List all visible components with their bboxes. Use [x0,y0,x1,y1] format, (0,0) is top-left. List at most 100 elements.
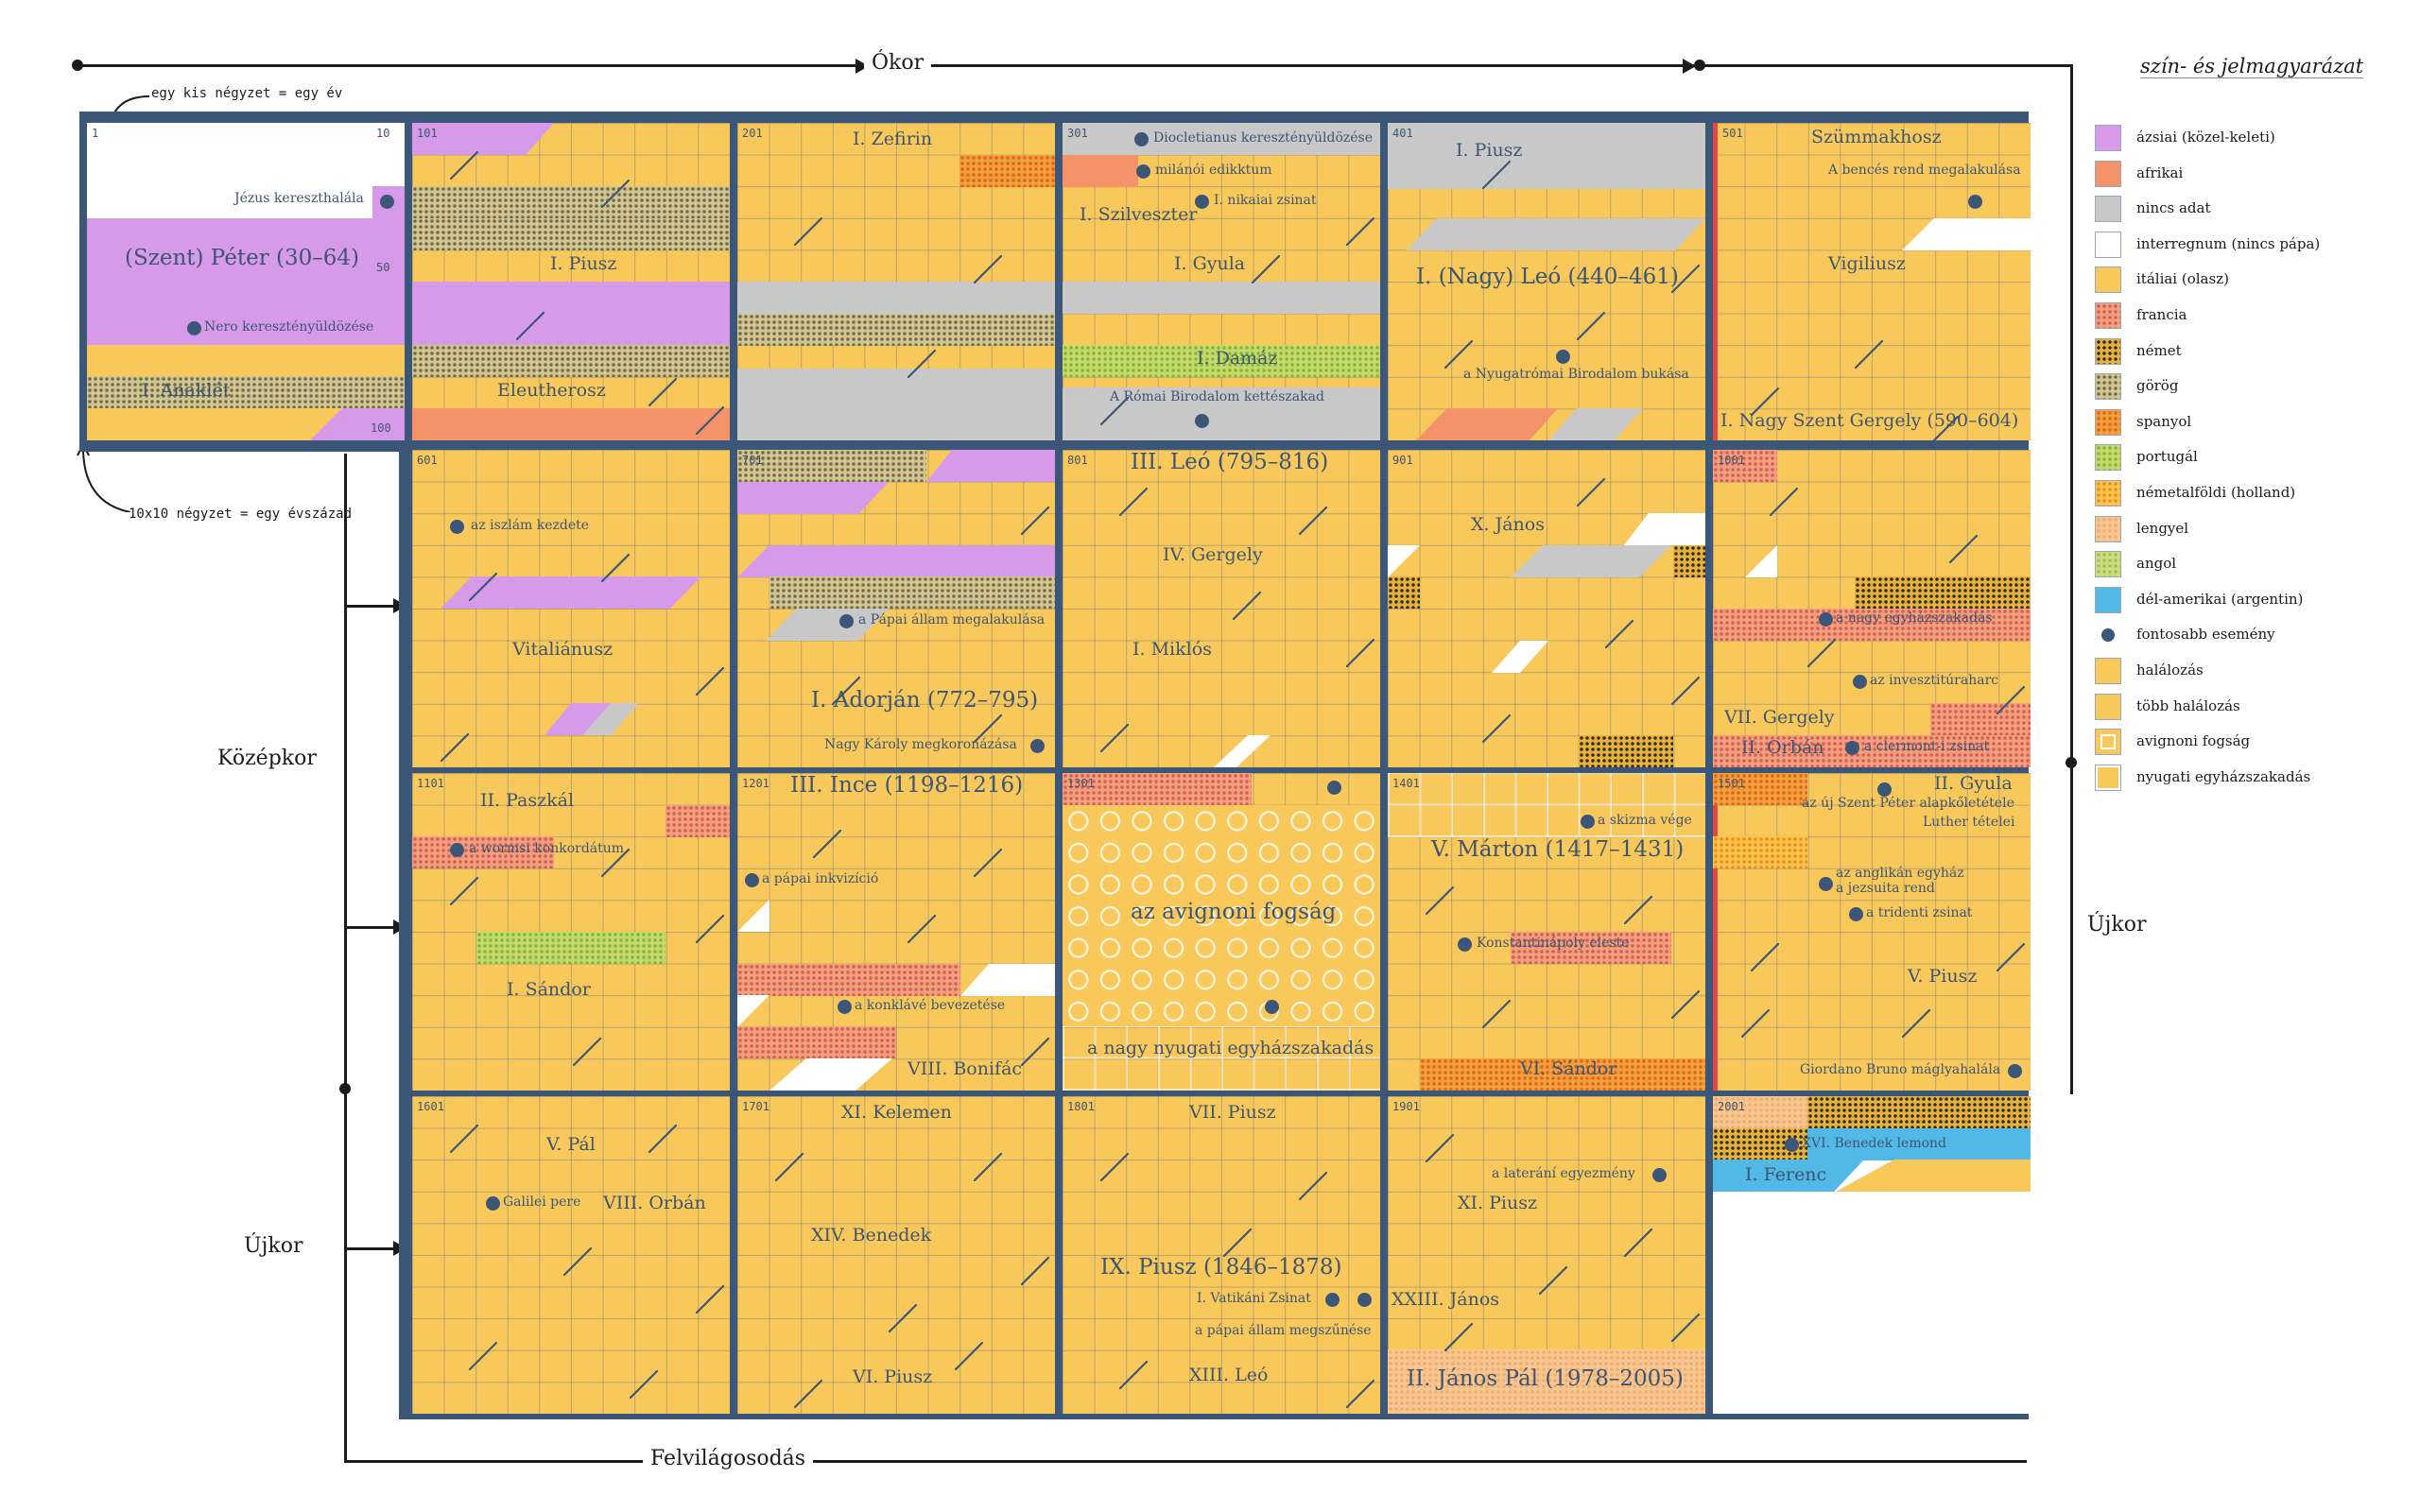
legend-label: ázsiai (közel-keleti) [2136,129,2275,146]
century-5: 401 I. Piusz I. (Nagy) Leó (440–461) a N… [1388,123,1705,440]
pope-janos-23: XXIII. János [1392,1289,1500,1310]
century-number: 1301 [1067,777,1095,790]
pope-pius-9: IX. Piusz (1846–1878) [1100,1255,1342,1280]
pope-vigilius: Vigiliusz [1828,253,1906,274]
century-15: 1401 a skizma vége V. Márton (1417–1431)… [1388,773,1705,1091]
century-12: 1101 II. Paszkál a wormsi konkordátum I.… [412,773,730,1091]
event-vatikani: I. Vatikáni Zsinat [1197,1291,1311,1306]
legend-label: lengyel [2136,519,2189,537]
band-french-2 [1713,609,2031,641]
era-ujkor-right: Újkor [2080,913,2154,936]
event-karoly-dot [1030,739,1045,753]
legend-label: halálozás [2136,662,2204,679]
event-papai: a Pápai állam megalakulása [858,612,1046,627]
era-ujkor-left: Újkor [236,1234,311,1258]
band-english [476,932,666,964]
pope-pius-1: I. Piusz [550,253,617,274]
event-szentpeter-dot [1877,782,1892,797]
pope-gyula-2: II. Gyula [1934,773,2013,794]
event-wormsi-dot [450,843,464,857]
century-21: 2001 XVI. Benedek lemond I. Ferenc [1713,1096,2031,1414]
pope-damaz: I. Damáz [1197,348,1278,369]
death-marker [1671,265,1700,293]
band-french [1511,932,1671,964]
band-polish [1388,1349,1705,1414]
ujkor-arrow [346,1247,399,1250]
death-marker [908,350,936,378]
event-skizma: a skizma vége [1598,813,1692,828]
death-marker [1624,896,1652,924]
death-marker [630,1370,658,1399]
pope-vitalianusz: Vitaliánusz [512,639,614,660]
legend-label: interregnum (nincs pápa) [2136,234,2321,252]
note-big-square: 10x10 négyzet = egy évszázad [129,507,353,522]
event-benedek: XVI. Benedek lemond [1802,1136,1947,1151]
death-marker [1021,1038,1049,1066]
pope-szilveszter: I. Szilveszter [1080,204,1198,225]
band-interregnum-2 [1388,545,1420,577]
century-3: 201 I. Zefirin [737,123,1055,440]
death-marker [1119,488,1148,516]
band-spanish [959,155,1055,187]
left-era-dot [339,1083,351,1094]
band-interregnum [1745,545,1777,577]
event-wormsi: a wormsi konkordátum [469,841,625,856]
pope-pius-11: XI. Piusz [1458,1193,1537,1213]
death-marker [1949,535,1978,563]
band-german [1807,1096,2031,1128]
pope-kelemen-11: XI. Kelemen [841,1102,952,1123]
pope-peter: (Szent) Péter (30–64) [125,246,359,270]
event-konstantinapoly: Konstantinápoly eleste [1477,936,1630,951]
band-peter [87,218,405,345]
event-benedek-dot [1785,1138,1799,1152]
event-invesztitura: az invesztitúraharc [1870,673,1999,688]
event-diocletianus-dot [1134,132,1149,146]
band-nodata-3 [1548,408,1643,440]
death-marker [696,1285,724,1314]
death-marker [648,378,677,406]
death-marker [1539,1266,1567,1295]
legend-swatch-asian [2095,125,2121,151]
event-nagy: a nagy egyházszakadás [1836,610,1993,626]
century-9: 801 III. Leó (795–816) IV. Gergely I. Mi… [1063,450,1380,767]
band-nodata-2 [737,369,1055,440]
band-german [1855,576,2031,609]
death-marker [1100,724,1129,752]
event-konklave-dot [838,1000,852,1014]
death-marker [1346,217,1374,246]
band-asian-1 [926,450,1055,482]
band-portuguese [1063,345,1380,377]
pope-ince-3: III. Ince (1198–1216) [790,773,1024,798]
band-interregnum-1 [1624,513,1705,545]
death-marker [1751,943,1779,971]
band-asian-2 [737,482,889,514]
legend-label: dél-amerikai (argentin) [2136,590,2304,608]
event-nero-dot [187,321,201,335]
event-vatikani-dot [1325,1293,1340,1307]
death-marker [889,1304,917,1332]
death-marker [1299,1172,1327,1200]
death-marker [794,217,822,246]
death-marker [1233,592,1261,620]
death-marker [469,573,497,601]
death-marker [832,677,860,705]
event-anglikan: az anglikán egyház [1836,866,1964,881]
event-karoly: Nagy Károly megkoronázása [824,737,1017,752]
death-marker [1996,686,2025,714]
century-number: 1201 [742,777,769,790]
event-romai-dot [1195,414,1209,428]
band-greek-2 [412,218,730,250]
note-small-square: egy kis négyzet = egy év [151,86,343,101]
era-felvilagosodas: Felvilágosodás [643,1447,814,1470]
band-asian-1 [412,123,554,155]
legend-swatch-polish [2095,515,2121,542]
band-french-4 [1713,735,2031,767]
death-marker [1741,1009,1770,1038]
band-polish [1713,1096,1807,1128]
death-marker [696,667,724,696]
event-iszlam-dot [450,520,464,534]
band-argentine-1 [1807,1128,2031,1160]
pope-sandor-3: I. Sándor [507,979,591,1000]
okor-line-end-dot [1694,60,1705,71]
death-marker [1021,1257,1049,1285]
